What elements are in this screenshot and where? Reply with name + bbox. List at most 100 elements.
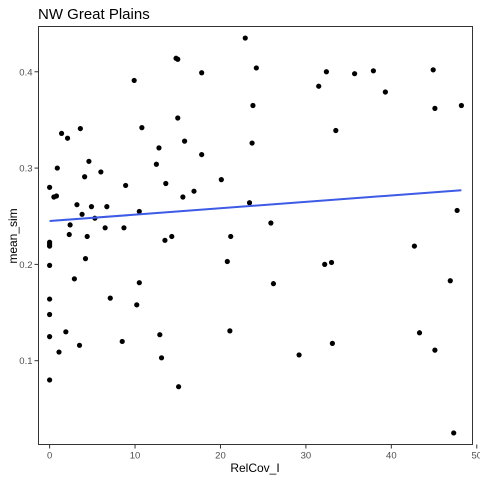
x-tick-label: 10 xyxy=(130,451,141,462)
data-point xyxy=(65,136,70,141)
data-point xyxy=(163,181,168,186)
data-point xyxy=(352,71,357,76)
data-point xyxy=(74,202,79,207)
data-point xyxy=(191,189,196,194)
data-point xyxy=(371,68,376,73)
data-point xyxy=(459,103,464,108)
data-point xyxy=(250,103,255,108)
data-point xyxy=(98,169,103,174)
data-point xyxy=(132,78,137,83)
data-point xyxy=(103,225,108,230)
data-point xyxy=(180,194,185,199)
data-point xyxy=(451,430,456,435)
data-point xyxy=(156,145,161,150)
data-point xyxy=(219,177,224,182)
data-point xyxy=(333,128,338,133)
x-tick-label: 0 xyxy=(47,451,52,462)
data-point xyxy=(55,165,60,170)
data-point xyxy=(243,35,248,40)
data-point xyxy=(324,69,329,74)
data-point xyxy=(330,341,335,346)
x-tick-label: 30 xyxy=(301,451,312,462)
data-point xyxy=(383,89,388,94)
data-point xyxy=(227,328,232,333)
data-point xyxy=(199,70,204,75)
data-point xyxy=(182,139,187,144)
x-tick-label: 20 xyxy=(215,451,226,462)
data-point xyxy=(268,220,273,225)
data-point xyxy=(134,302,139,307)
data-point xyxy=(228,234,233,239)
data-point xyxy=(417,330,422,335)
data-point xyxy=(199,152,204,157)
x-tick-label: 40 xyxy=(386,451,397,462)
y-axis: 0.1 0.2 0.3 0.4 xyxy=(19,67,38,367)
data-point xyxy=(431,67,436,72)
data-point xyxy=(123,183,128,188)
data-point xyxy=(47,185,52,190)
data-point xyxy=(72,276,77,281)
data-points xyxy=(47,35,464,435)
data-point xyxy=(104,204,109,209)
data-point xyxy=(121,225,126,230)
data-point xyxy=(249,140,254,145)
trend-line-group xyxy=(50,190,462,221)
data-point xyxy=(175,115,180,120)
data-point xyxy=(225,259,230,264)
trend-line xyxy=(50,190,462,221)
data-point xyxy=(47,312,52,317)
data-point xyxy=(322,262,327,267)
x-axis-title: RelCov_I xyxy=(230,461,279,475)
data-point xyxy=(159,355,164,360)
y-tick-label: 0.2 xyxy=(19,260,32,271)
data-point xyxy=(56,349,61,354)
data-point xyxy=(63,329,68,334)
data-point xyxy=(432,106,437,111)
data-point xyxy=(157,332,162,337)
data-point xyxy=(67,232,72,237)
data-point xyxy=(47,296,52,301)
data-point xyxy=(54,193,59,198)
data-point xyxy=(254,65,259,70)
data-point xyxy=(89,204,94,209)
data-point xyxy=(85,234,90,239)
data-point xyxy=(83,256,88,261)
y-tick-label: 0.1 xyxy=(19,356,32,367)
data-point xyxy=(78,126,83,131)
data-point xyxy=(59,131,64,136)
data-point xyxy=(329,260,334,265)
data-point xyxy=(412,243,417,248)
data-point xyxy=(86,159,91,164)
data-point xyxy=(47,263,52,268)
x-tick-label: 50 xyxy=(471,451,480,462)
data-point xyxy=(271,281,276,286)
data-point xyxy=(175,57,180,62)
data-point xyxy=(162,238,167,243)
data-point xyxy=(316,84,321,89)
data-point xyxy=(137,280,142,285)
data-point xyxy=(68,222,73,227)
data-point xyxy=(47,334,52,339)
data-point xyxy=(82,174,87,179)
data-point xyxy=(432,348,437,353)
data-point xyxy=(154,162,159,167)
data-point xyxy=(120,339,125,344)
data-point xyxy=(47,377,52,382)
plot-panel xyxy=(39,27,473,445)
data-point xyxy=(176,384,181,389)
data-point xyxy=(169,234,174,239)
data-point xyxy=(296,352,301,357)
chart-title: NW Great Plains xyxy=(38,6,150,23)
data-point xyxy=(448,278,453,283)
data-point xyxy=(108,296,113,301)
y-tick-label: 0.3 xyxy=(19,164,32,175)
x-axis: 0 10 20 30 40 50 xyxy=(47,445,480,462)
data-point xyxy=(79,212,84,217)
data-point xyxy=(139,125,144,130)
data-point xyxy=(77,343,82,348)
y-axis-title: mean_sim xyxy=(6,208,20,263)
data-point xyxy=(247,200,252,205)
y-tick-label: 0.4 xyxy=(19,67,32,78)
data-point xyxy=(47,243,52,248)
